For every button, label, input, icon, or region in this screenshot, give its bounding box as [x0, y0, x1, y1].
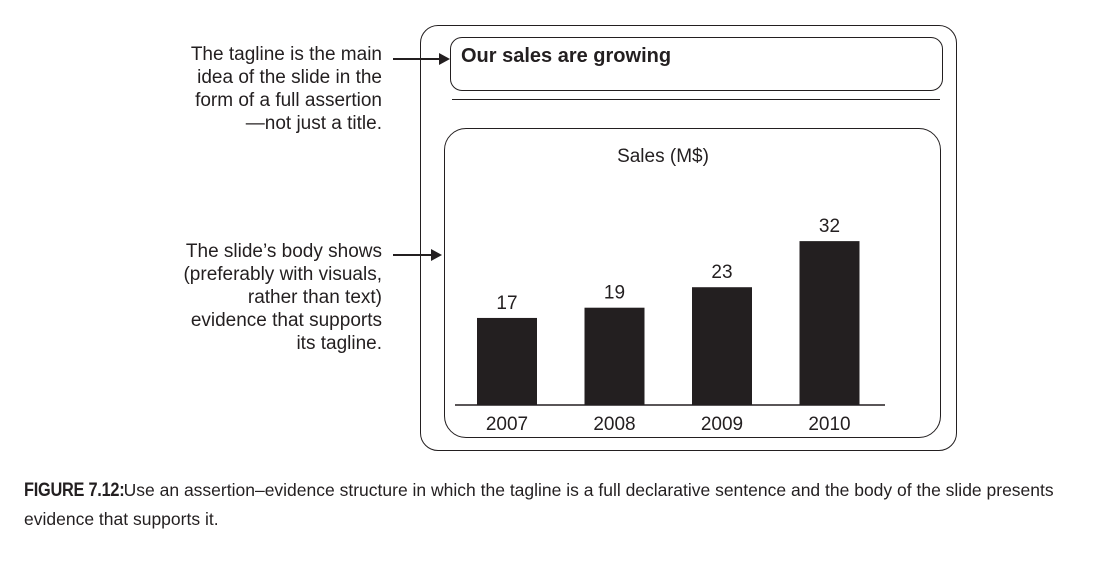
annotation-line: The slide’s body shows: [185, 241, 382, 262]
annotation-line: The tagline is the main: [190, 44, 382, 65]
bar-2010: [799, 241, 860, 405]
slide-tagline: Our sales are growing: [461, 45, 672, 67]
body-pointer-arrow-icon: [393, 248, 442, 262]
annotation-line: form of a full assertion: [195, 90, 382, 111]
bar-value-label: 23: [711, 262, 732, 283]
bar-value-label: 19: [604, 283, 625, 304]
x-tick-label: 2010: [808, 414, 850, 435]
tagline-annotation: The tagline is the main idea of the slid…: [191, 43, 382, 135]
annotation-line: —not just a title.: [245, 113, 382, 134]
annotation-line: (preferably with visuals,: [183, 264, 382, 285]
tagline-pointer-arrow-icon: [393, 52, 450, 66]
bar-2009: [692, 287, 752, 405]
caption-label: FIGURE 7.12:: [24, 480, 125, 501]
bar-2008: [584, 307, 645, 405]
figure-caption: FIGURE 7.12: Use an assertion–evidence s…: [24, 476, 1094, 534]
slide-frame: [420, 25, 957, 451]
caption-text: Use an assertion–evidence structure in w…: [24, 480, 1054, 529]
body-annotation: The slide’s body shows (preferably with …: [183, 240, 382, 355]
annotation-line: rather than text): [247, 287, 382, 308]
arrow-shaft: [393, 254, 433, 256]
x-tick-label: 2009: [701, 414, 743, 435]
bar-value-label: 32: [819, 216, 840, 237]
slide-tagline-box: Our sales are growing: [450, 37, 943, 91]
arrow-head: [431, 249, 442, 261]
slide-body-box: [444, 128, 941, 438]
annotation-line: evidence that supports: [190, 310, 382, 331]
annotation-line: idea of the slide in the: [197, 67, 382, 88]
bar-2007: [477, 317, 537, 405]
arrow-head: [439, 53, 450, 65]
tagline-divider: [452, 99, 940, 100]
x-tick-label: 2008: [593, 414, 635, 435]
arrow-shaft: [393, 58, 441, 60]
bar-value-label: 17: [496, 293, 517, 314]
x-tick-label: 2007: [486, 414, 528, 435]
chart-title: Sales (M$): [617, 146, 709, 167]
annotation-line: its tagline.: [296, 333, 382, 354]
